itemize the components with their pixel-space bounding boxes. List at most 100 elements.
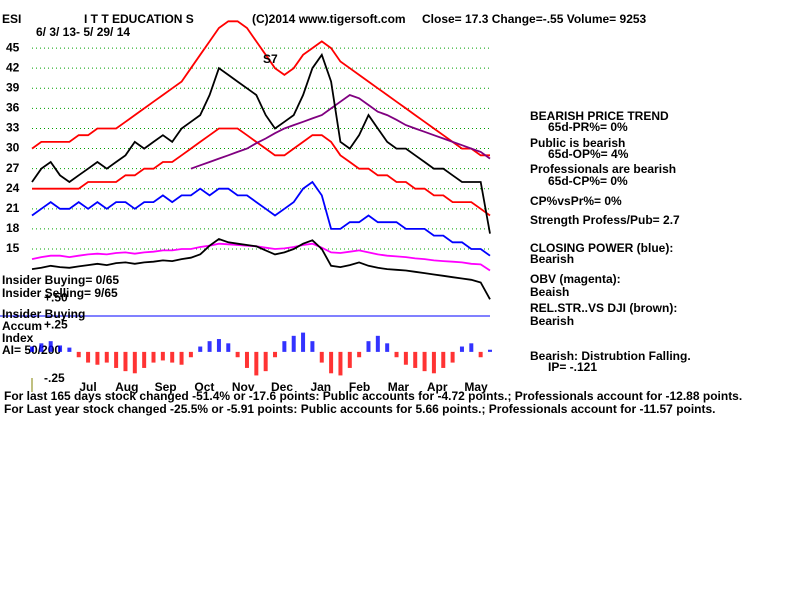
- left-note: Insider Selling= 9/65: [2, 286, 118, 300]
- accum-bar: [67, 347, 72, 352]
- accum-bar: [403, 351, 408, 365]
- accum-bar: [375, 335, 380, 352]
- x-tick-label: Sep: [155, 380, 177, 394]
- side-note: Strength Profess/Pub= 2.7: [530, 213, 680, 227]
- series-line: [31, 237, 491, 300]
- side-note: 65d-PR%= 0%: [548, 120, 628, 134]
- accum-bar: [244, 351, 249, 368]
- accum-bar: [301, 332, 306, 352]
- left-note: Insider Buying= 0/65: [2, 273, 119, 287]
- accum-bar: [459, 346, 464, 352]
- footer-line: For Last year stock changed -25.5% or -5…: [4, 402, 716, 416]
- accum-bar: [329, 351, 334, 374]
- accum-bar: [347, 351, 352, 368]
- x-tick-label: Dec: [271, 380, 293, 394]
- y-tick-label: 30: [6, 141, 20, 155]
- series-line: [190, 93, 491, 170]
- accum-bar: [95, 351, 100, 365]
- x-tick-label: Jul: [79, 380, 96, 394]
- accum-bar: [431, 351, 436, 374]
- y-tick-label: 33: [6, 121, 20, 135]
- accum-bar: [254, 351, 259, 376]
- accum-bar: [235, 351, 240, 358]
- side-note: Professionals are bearish: [530, 162, 676, 176]
- accum-bar: [170, 351, 175, 363]
- accum-bar: [142, 351, 147, 368]
- series-line: [31, 20, 490, 157]
- series-line: [31, 52, 491, 234]
- x-tick-label: Jan: [310, 380, 331, 394]
- side-note: CP%vsPr%= 0%: [530, 194, 622, 208]
- y-tick-label: 21: [6, 201, 20, 215]
- x-tick-label: Apr: [427, 380, 448, 394]
- accum-bar: [441, 351, 446, 368]
- source: (C)2014 www.tigersoft.com: [252, 12, 406, 26]
- left-note: Index: [2, 331, 34, 345]
- accum-bar: [450, 351, 455, 363]
- side-note: IP= -.121: [548, 360, 597, 374]
- accum-bar: [310, 341, 315, 352]
- accum-bar: [132, 351, 137, 374]
- side-note: CLOSING POWER (blue):: [530, 241, 673, 255]
- ticker: ESI: [2, 12, 21, 26]
- accum-bar: [123, 351, 128, 372]
- series-line: [31, 180, 491, 257]
- side-note: Public is bearish: [530, 136, 625, 150]
- y-tick-label: 24: [6, 181, 20, 195]
- side-note: Beaish: [530, 285, 569, 299]
- x-tick-label: Oct: [194, 380, 214, 394]
- accum-bar: [291, 335, 296, 352]
- y-tick-label: 15: [6, 241, 20, 255]
- accum-bar: [207, 341, 212, 352]
- y-tick-label: 42: [6, 60, 20, 74]
- accum-bar: [338, 351, 343, 376]
- x-tick-label: Aug: [115, 380, 138, 394]
- side-note: 65d-OP%= 4%: [548, 147, 629, 161]
- x-tick-label: Feb: [349, 380, 370, 394]
- accum-bar: [263, 351, 268, 372]
- series-line: [31, 242, 491, 272]
- y-tick-label: 39: [6, 80, 20, 94]
- side-note: OBV (magenta):: [530, 272, 621, 286]
- left-note: Insider Buying: [2, 307, 85, 321]
- accum-bar: [114, 351, 119, 368]
- accum-bar: [198, 346, 203, 352]
- accum-bar: [216, 339, 221, 352]
- subtitle: 6/ 3/ 13- 5/ 29/ 14: [36, 25, 130, 39]
- footer-line: For last 165 days stock changed -51.4% o…: [4, 389, 742, 403]
- x-tick-label: May: [464, 380, 488, 394]
- accum-bar: [394, 351, 399, 358]
- accum-bar: [488, 349, 492, 352]
- accum-bar: [422, 351, 427, 372]
- accum-bar: [30, 346, 34, 352]
- side-note: REL.STR..VS DJI (brown):: [530, 301, 677, 315]
- accum-bar: [478, 351, 483, 358]
- accum-bar: [86, 351, 91, 363]
- side-note: 65d-CP%= 0%: [548, 174, 628, 188]
- accum-bar: [151, 351, 156, 363]
- accum-bar: [385, 343, 390, 352]
- accum-bar: [76, 351, 81, 358]
- accum-bar: [39, 343, 44, 352]
- y-tick-label: -.25: [44, 371, 65, 385]
- accum-bar: [319, 351, 324, 363]
- y-tick-label: 18: [6, 221, 20, 235]
- y-tick-label: 27: [6, 161, 20, 175]
- accum-bar: [469, 343, 474, 352]
- y-tick-label: +.25: [44, 317, 68, 331]
- y-tick-label: 36: [6, 101, 20, 115]
- x-tick-label: Nov: [232, 380, 255, 394]
- accum-bar: [160, 351, 165, 361]
- accum-bar: [357, 351, 362, 358]
- y-tick-label: +.50: [44, 291, 68, 305]
- side-note: BEARISH PRICE TREND: [530, 109, 669, 123]
- accum-bar: [282, 341, 287, 352]
- side-note: Bearish: [530, 252, 574, 266]
- title: I T T EDUCATION S: [84, 12, 194, 26]
- side-note: Bearish: Distrubtion Falling.: [530, 349, 691, 363]
- accum-bar: [366, 341, 371, 352]
- left-note: Accum: [2, 319, 42, 333]
- y-tick-label: 45: [6, 40, 20, 54]
